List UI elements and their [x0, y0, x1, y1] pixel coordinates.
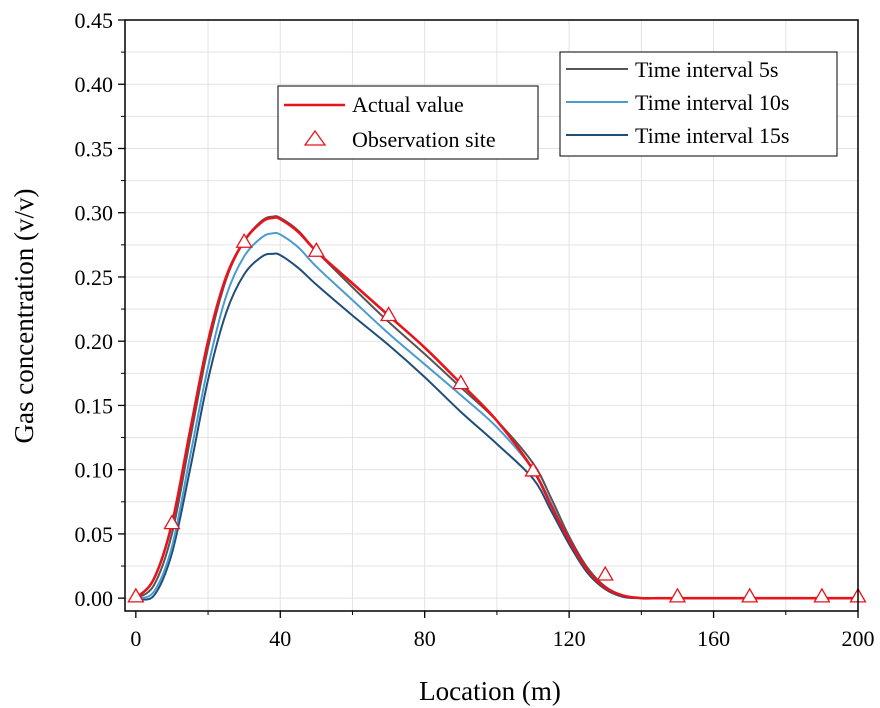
x-tick-label: 0 [130, 626, 141, 651]
x-tick-label: 80 [414, 626, 436, 651]
observation-marker [379, 306, 398, 322]
y-tick-label: 0.10 [75, 458, 114, 483]
plot-frame [124, 19, 859, 612]
x-axis-title: Location (m) [419, 676, 561, 706]
axes: 0 40 80 120 160 200 0.00 0.05 0.10 0.15 0.20 0.25 0.… [75, 8, 875, 651]
y-tick-label: 0.35 [75, 136, 114, 161]
legend-observation-marker [303, 129, 327, 146]
observation-marker [127, 587, 145, 603]
observation-marker [524, 461, 542, 477]
observation-marker [163, 514, 181, 530]
y-tick-label: 0.40 [75, 72, 114, 97]
x-tick-label: 40 [269, 626, 291, 651]
legend-actual-box [277, 85, 539, 160]
legend-intervals: Time interval 5s Time interval 10s Time … [559, 51, 838, 157]
x-tick-label: 120 [553, 626, 586, 651]
y-tick-label: 0.15 [75, 393, 114, 418]
y-tick-label: 0.05 [75, 522, 114, 547]
legend-5s-label: Time interval 5s [635, 57, 778, 82]
observation-marker [235, 232, 253, 248]
legend-10s-label: Time interval 10s [635, 90, 789, 115]
observation-marker [596, 565, 614, 581]
observation-markers [127, 232, 867, 603]
legend-actual: Actual value Observation site [277, 85, 539, 160]
y-tick-label: 0.20 [75, 329, 114, 354]
legend-15s-label: Time interval 15s [635, 123, 789, 148]
x-tick-label: 160 [697, 626, 730, 651]
observation-marker [741, 587, 759, 603]
observation-marker [307, 241, 325, 257]
legend-observation-label: Observation site [352, 127, 496, 152]
x-tick-label: 200 [842, 626, 875, 651]
y-tick-label: 0.00 [75, 586, 114, 611]
observation-marker [813, 587, 831, 603]
y-axis-title: Gas concentration (v/v) [9, 189, 39, 444]
observation-marker [668, 587, 687, 603]
observation-marker [452, 374, 470, 390]
y-tick-label: 0.30 [75, 201, 114, 226]
legend-actual-label: Actual value [352, 92, 464, 117]
y-tick-label: 0.25 [75, 265, 114, 290]
y-tick-label: 0.45 [75, 8, 114, 33]
